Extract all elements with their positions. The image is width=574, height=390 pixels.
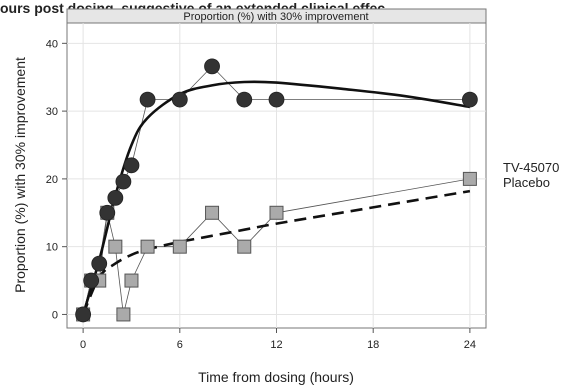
y-tick-label: 0 (52, 309, 58, 321)
x-tick-label: 24 (464, 339, 476, 351)
y-tick-label: 30 (46, 106, 58, 118)
x-axis-title: Time from dosing (hours) (198, 369, 354, 385)
point-placebo (172, 239, 187, 254)
legend: TV-45070 Placebo (503, 160, 559, 190)
point-tv-45070 (123, 157, 140, 174)
point-tv-45070 (83, 272, 100, 289)
point-tv-45070 (204, 58, 220, 75)
legend-label-placebo: Placebo (503, 175, 550, 190)
point-placebo (108, 239, 123, 254)
y-tick-label: 10 (46, 242, 58, 254)
fit-curve-placebo (81, 189, 471, 315)
y-tick-label: 40 (46, 38, 58, 50)
point-placebo (237, 239, 252, 254)
tick-group: 0 6 12 18 24 0 10 20 30 40 (46, 38, 476, 351)
x-tick-label: 18 (367, 339, 379, 351)
point-placebo (116, 307, 131, 322)
point-tv-45070 (171, 91, 188, 108)
x-tick-label: 0 (80, 339, 86, 351)
point-placebo (140, 239, 155, 254)
point-tv-45070 (107, 189, 124, 206)
markers (75, 58, 478, 323)
point-tv-45070 (268, 91, 285, 108)
point-tv-45070 (461, 91, 478, 108)
point-tv-45070 (236, 91, 253, 108)
point-tv-45070 (91, 255, 108, 272)
y-tick-label: 20 (46, 174, 58, 186)
panel-title: Proportion (%) with 30% improvement (183, 11, 368, 23)
point-placebo (462, 171, 477, 186)
point-tv-45070 (139, 91, 156, 108)
x-tick-label: 6 (177, 339, 183, 351)
point-tv-45070 (99, 204, 116, 221)
legend-label-tv45070: TV-45070 (503, 160, 559, 175)
y-axis-title: Proportion (%) with 30% improvement (12, 57, 28, 293)
point-placebo (124, 273, 139, 288)
point-tv-45070 (75, 306, 92, 323)
x-tick-label: 12 (270, 339, 282, 351)
point-placebo (205, 205, 220, 220)
point-placebo (269, 205, 284, 220)
point-tv-45070 (115, 173, 132, 190)
